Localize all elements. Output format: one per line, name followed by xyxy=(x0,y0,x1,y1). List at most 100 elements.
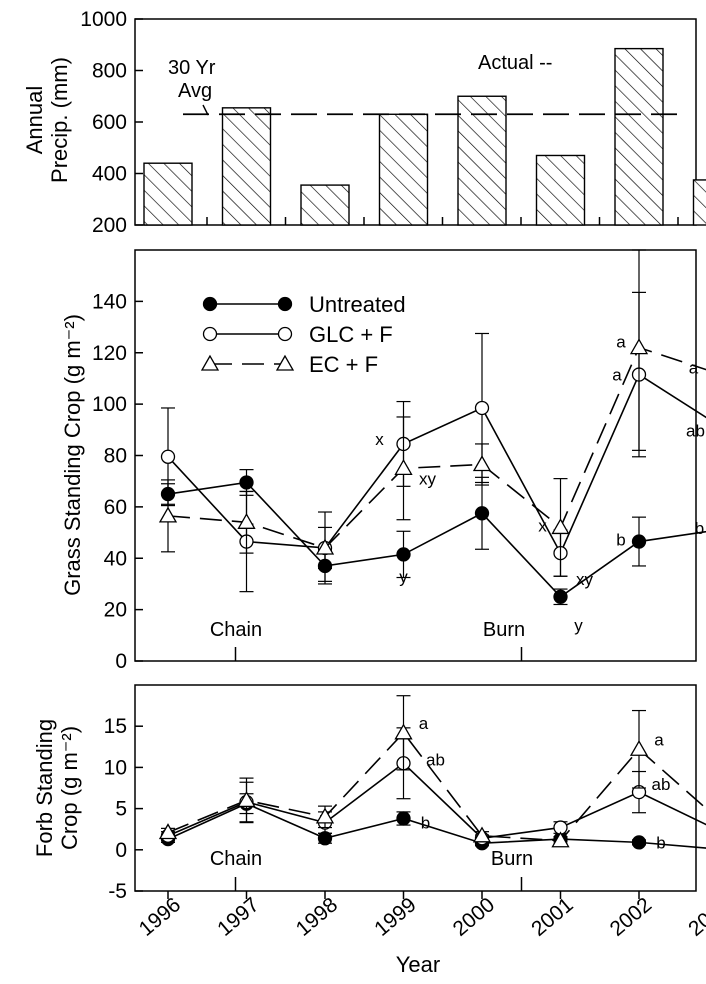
forb-point-2-2000 xyxy=(472,826,492,843)
precip-bar-1999 xyxy=(378,113,429,226)
forb-panel: -5 0 5 10 15 Chain Burn b b ab ab a a Forb StandingCr… xyxy=(32,684,706,903)
forb-point-2-1998 xyxy=(315,807,335,824)
forb-ytick-label: -5 xyxy=(108,880,127,903)
year-tick-label: 1998 xyxy=(292,893,343,941)
forb-point-0-1999 xyxy=(396,811,411,826)
grass-ytick-label: 100 xyxy=(92,393,127,416)
forb-point-2-1996 xyxy=(158,823,178,840)
forb-series-line-2 xyxy=(167,731,706,842)
grass-event-burn: Burn xyxy=(483,619,525,641)
forb-series-line-1 xyxy=(167,762,706,840)
legend-label-2: EC + F xyxy=(309,352,378,377)
grass-point-2-1998 xyxy=(315,538,335,555)
grass-point-0-1999 xyxy=(396,547,411,562)
precip-bar-2002 xyxy=(614,47,664,226)
forb-ylabel-line: Crop (g m⁻²) xyxy=(57,726,82,850)
precip-ytick-label: 600 xyxy=(92,111,127,134)
grass-sig-letter: ab xyxy=(686,422,705,441)
grass-ytick-label: 80 xyxy=(104,445,127,468)
grass-event-chain: Chain xyxy=(210,619,262,641)
forb-series-line-0 xyxy=(167,802,706,849)
grass-ytick-label: 0 xyxy=(115,650,127,673)
precip-bar-2003 xyxy=(692,179,706,226)
grass-point-0-1997 xyxy=(239,475,254,490)
precip-bar-2000 xyxy=(457,95,507,226)
year-tick-label: 2002 xyxy=(606,893,657,941)
legend-marker-0 xyxy=(277,296,293,312)
precip-bar-1996 xyxy=(143,162,193,226)
grass-point-2-2002 xyxy=(629,338,649,355)
legend-marker-2 xyxy=(275,354,295,371)
legend-marker-1 xyxy=(277,326,293,342)
grass-sig-letter: xy xyxy=(419,469,437,488)
grass-ytick-label: 140 xyxy=(92,290,127,313)
forb-ytick-label: 0 xyxy=(115,839,127,862)
precip-ytick-label: 200 xyxy=(92,214,127,237)
precip-bar-1997 xyxy=(221,107,272,226)
grass-ytick-label: 40 xyxy=(104,547,127,570)
forb-ytick-label: 15 xyxy=(104,715,127,738)
precip-ytick-label: 1000 xyxy=(80,8,127,31)
forb-sig-letter: a xyxy=(654,730,664,749)
precip-ylabel: AnnualPrecip. (mm) xyxy=(22,57,72,183)
grass-ytick-label: 60 xyxy=(104,496,127,519)
grass-sig-letter: b xyxy=(616,531,625,550)
grass-point-2-1997 xyxy=(237,512,256,529)
forb-ytick-label: 5 xyxy=(115,798,127,821)
year-tick-label: 2003 xyxy=(684,893,706,941)
grass-sig-letter: y xyxy=(574,616,583,635)
forb-event-burn: Burn xyxy=(491,848,533,870)
grass-ylabel: Grass Standing Crop (g m⁻²) xyxy=(60,314,85,596)
forb-ylabel-line: Forb Standing xyxy=(32,719,57,857)
forb-point-2-2002 xyxy=(629,739,649,756)
grass-sig-letter: xy xyxy=(576,570,594,589)
forb-sig-letter: ab xyxy=(652,775,671,794)
avg-pointer xyxy=(202,104,209,116)
forb-sig-letter: ab xyxy=(426,750,445,769)
forb-ytick-label: 10 xyxy=(104,756,127,779)
grass-point-2-1999 xyxy=(394,459,413,475)
forb-frame xyxy=(134,684,697,892)
grass-legend: Untreated GLC + F EC + F xyxy=(200,292,406,377)
grass-sig-letter: a xyxy=(616,333,626,352)
grass-point-2-2001 xyxy=(551,518,570,535)
legend-label-1: GLC + F xyxy=(309,322,393,347)
forb-event-chain: Chain xyxy=(210,848,262,870)
grass-point-0-2002 xyxy=(631,534,647,549)
legend-marker-0 xyxy=(202,296,218,312)
grass-ytick-label: 20 xyxy=(104,599,127,622)
grass-panel: 0 20 40 60 80 100 120 140 Chain Burn y y b b x xy a ab xy x… xyxy=(60,249,706,673)
forb-sig-letter: a xyxy=(419,714,429,733)
forb-point-2-2001 xyxy=(551,831,570,848)
grass-sig-letter: a xyxy=(689,358,699,377)
legend-label-0: Untreated xyxy=(309,292,406,317)
grass-series-line-0 xyxy=(167,481,706,598)
year-tick-label: 1999 xyxy=(370,893,421,941)
precip-bar-2001 xyxy=(535,154,586,226)
year-tick-label: 2001 xyxy=(527,893,578,941)
year-axis: 1996 1997 1998 1999 2000 2001 2002 2003 Year xyxy=(135,891,706,977)
precip-ytick-label: 800 xyxy=(92,60,127,83)
avg-label-line1: 30 Yr xyxy=(168,57,216,79)
grass-ytick-label: 120 xyxy=(92,342,127,365)
precip-bar-1998 xyxy=(300,184,350,226)
x-axis-title: Year xyxy=(396,952,440,977)
grass-point-2-1996 xyxy=(158,506,178,523)
grass-sig-letter: x xyxy=(375,430,384,449)
year-tick-label: 1996 xyxy=(135,893,186,941)
actual-label: Actual -- xyxy=(478,52,552,74)
legend-marker-1 xyxy=(202,326,218,342)
grass-sig-letter: y xyxy=(399,567,408,586)
forb-point-2-1999 xyxy=(394,723,413,740)
precip-ytick-label: 400 xyxy=(92,163,127,186)
grass-point-1-1996 xyxy=(160,449,176,464)
grass-sig-letter: a xyxy=(612,366,622,385)
legend-marker-2 xyxy=(200,354,220,371)
grass-series-line-2 xyxy=(167,346,706,549)
grass-sig-letter: b xyxy=(695,519,704,538)
grass-point-0-2000 xyxy=(474,506,490,521)
precip-ylabel-line: Precip. (mm) xyxy=(47,57,72,183)
forb-sig-letter: b xyxy=(656,833,665,852)
